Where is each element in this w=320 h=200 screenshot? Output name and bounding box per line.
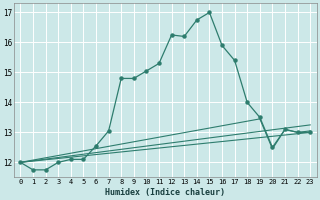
X-axis label: Humidex (Indice chaleur): Humidex (Indice chaleur) (105, 188, 225, 197)
